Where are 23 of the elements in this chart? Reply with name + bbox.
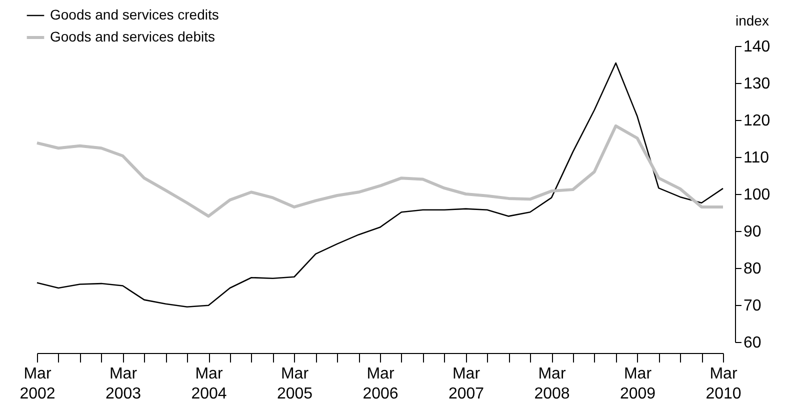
line-series — [36, 124, 724, 218]
x-tick-label: Mar 2002 — [20, 366, 56, 402]
y-tick-label: 110 — [744, 150, 770, 166]
x-tick-label: Mar 2009 — [620, 366, 656, 402]
x-tick-label: Mar 2006 — [362, 366, 398, 402]
x-tick-label: Mar 2007 — [448, 366, 484, 402]
y-tick-label: 90 — [744, 224, 762, 240]
x-tick-label: Mar 2010 — [706, 366, 742, 402]
y-axis-title: index — [736, 12, 769, 28]
y-tick-label: 80 — [744, 260, 762, 278]
x-tick-label: Mar 2003 — [105, 366, 142, 402]
y-tick-label: 60 — [744, 334, 762, 352]
y-tick-label: 70 — [744, 298, 762, 314]
y-tick-label: 120 — [744, 112, 770, 130]
y-tick-label: 130 — [744, 76, 770, 92]
x-tick-label: Mar 2004 — [191, 366, 227, 402]
legend-label: Goods and services debits — [50, 28, 215, 44]
x-tick-label: Mar 2005 — [276, 366, 313, 402]
x-tick-label: Mar 2008 — [534, 366, 570, 402]
y-tick-label: 140 — [744, 38, 770, 56]
line-series — [36, 62, 724, 308]
y-tick-label: 100 — [744, 186, 770, 204]
legend-label: Goods and services credits — [50, 6, 219, 22]
